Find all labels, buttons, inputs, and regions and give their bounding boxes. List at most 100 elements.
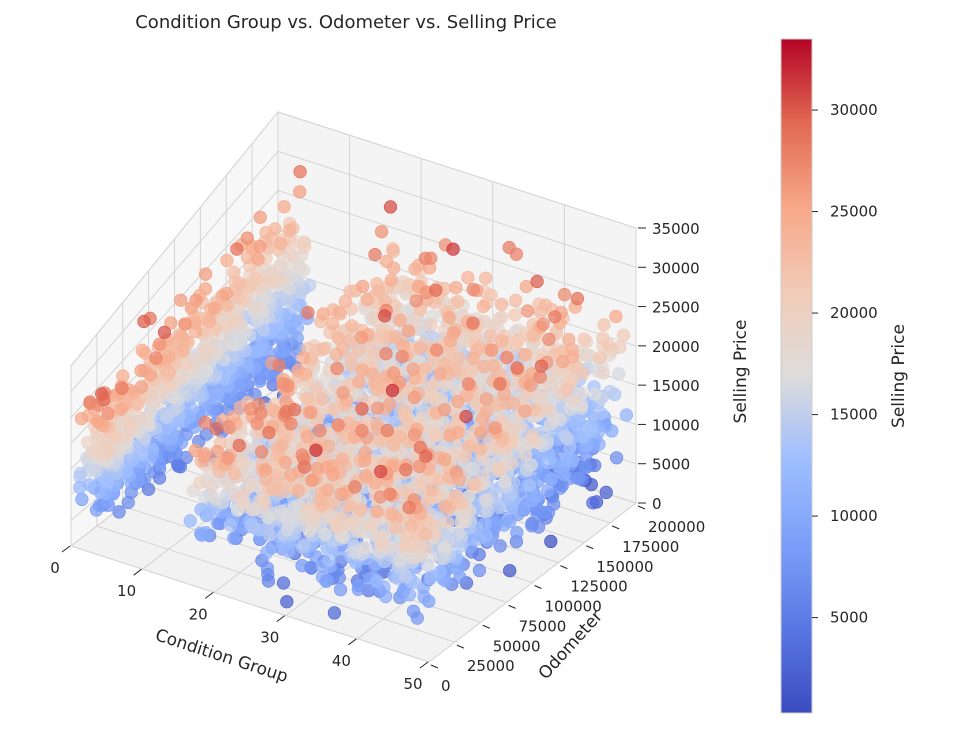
data-point bbox=[276, 576, 291, 590]
data-point bbox=[331, 418, 345, 432]
x-tick bbox=[204, 592, 214, 599]
data-point bbox=[380, 423, 394, 438]
z-tick-label: 20000 bbox=[652, 338, 700, 356]
data-point bbox=[472, 563, 487, 578]
colorbar-tick-label: 15000 bbox=[830, 406, 878, 424]
data-point bbox=[199, 267, 213, 281]
data-point bbox=[135, 343, 149, 358]
y-tick-label: 150000 bbox=[596, 558, 653, 576]
data-point bbox=[461, 271, 475, 285]
data-point bbox=[488, 421, 502, 435]
data-point bbox=[386, 242, 400, 256]
data-point bbox=[291, 363, 305, 378]
y-tick bbox=[430, 664, 439, 669]
data-point bbox=[593, 351, 607, 365]
data-point bbox=[543, 417, 558, 431]
data-point bbox=[258, 496, 272, 511]
data-point bbox=[540, 402, 554, 416]
data-point bbox=[89, 464, 103, 478]
data-point bbox=[293, 165, 307, 179]
data-point bbox=[483, 329, 498, 343]
x-tick-label: 40 bbox=[332, 652, 351, 670]
data-point bbox=[318, 527, 332, 542]
data-point bbox=[619, 408, 634, 422]
data-point bbox=[477, 359, 491, 374]
data-point bbox=[452, 351, 466, 365]
gridline bbox=[70, 190, 279, 418]
data-point bbox=[115, 381, 129, 395]
data-point bbox=[209, 492, 223, 506]
data-point bbox=[183, 514, 197, 528]
data-point bbox=[542, 456, 556, 470]
data-point bbox=[402, 500, 416, 515]
data-point bbox=[508, 308, 522, 322]
data-point bbox=[466, 283, 480, 297]
data-point bbox=[335, 452, 349, 466]
data-point bbox=[283, 248, 297, 262]
data-point bbox=[370, 574, 384, 588]
data-point bbox=[375, 536, 389, 550]
gridline bbox=[277, 150, 637, 268]
data-point bbox=[304, 405, 318, 419]
data-point bbox=[440, 515, 455, 530]
data-point bbox=[418, 251, 432, 265]
data-point bbox=[522, 478, 537, 493]
data-point bbox=[99, 487, 113, 501]
y-tick-label: 125000 bbox=[570, 578, 627, 596]
data-point bbox=[425, 483, 439, 497]
data-point bbox=[407, 428, 422, 442]
data-point bbox=[603, 385, 617, 399]
data-point bbox=[379, 589, 393, 604]
data-point bbox=[534, 359, 549, 373]
data-point bbox=[161, 366, 175, 380]
data-point bbox=[277, 344, 291, 359]
data-point bbox=[406, 362, 420, 376]
z-tick-label: 35000 bbox=[652, 220, 700, 238]
data-point bbox=[428, 429, 442, 443]
data-point bbox=[438, 500, 452, 514]
y-tick-label: 175000 bbox=[622, 538, 679, 556]
data-point bbox=[518, 348, 532, 362]
data-point bbox=[74, 412, 89, 426]
data-point bbox=[612, 367, 626, 381]
data-point bbox=[280, 523, 295, 537]
data-point bbox=[609, 451, 624, 465]
data-point bbox=[237, 497, 251, 511]
data-point bbox=[379, 347, 393, 361]
data-point bbox=[597, 318, 611, 332]
data-point bbox=[294, 283, 308, 298]
data-point bbox=[261, 574, 276, 588]
data-point bbox=[342, 518, 356, 532]
data-point bbox=[364, 519, 378, 533]
colorbar-tick-label: 25000 bbox=[830, 203, 878, 221]
data-point bbox=[253, 374, 267, 388]
z-axis-label: Selling Price bbox=[731, 320, 751, 424]
data-point bbox=[510, 361, 524, 375]
data-point bbox=[114, 402, 128, 416]
data-point bbox=[320, 573, 334, 587]
data-point bbox=[101, 406, 115, 421]
data-point bbox=[557, 467, 571, 482]
data-point bbox=[188, 325, 203, 339]
data-point bbox=[309, 381, 323, 395]
data-point bbox=[466, 351, 480, 366]
y-tick-label: 75000 bbox=[519, 617, 567, 635]
scatter-points bbox=[73, 165, 634, 625]
data-point bbox=[504, 500, 519, 514]
data-point bbox=[613, 340, 627, 354]
z-tick-label: 25000 bbox=[652, 299, 700, 317]
data-point bbox=[476, 411, 490, 426]
data-point bbox=[281, 293, 295, 308]
data-point bbox=[211, 516, 225, 530]
data-point bbox=[411, 549, 426, 563]
data-point bbox=[253, 239, 267, 253]
data-point bbox=[198, 416, 212, 430]
data-point bbox=[498, 475, 512, 489]
data-point bbox=[466, 316, 480, 330]
data-point bbox=[559, 451, 574, 466]
data-point bbox=[330, 361, 344, 376]
data-point bbox=[520, 463, 534, 477]
data-point bbox=[297, 351, 311, 365]
data-point bbox=[97, 393, 111, 407]
data-point bbox=[280, 595, 294, 609]
